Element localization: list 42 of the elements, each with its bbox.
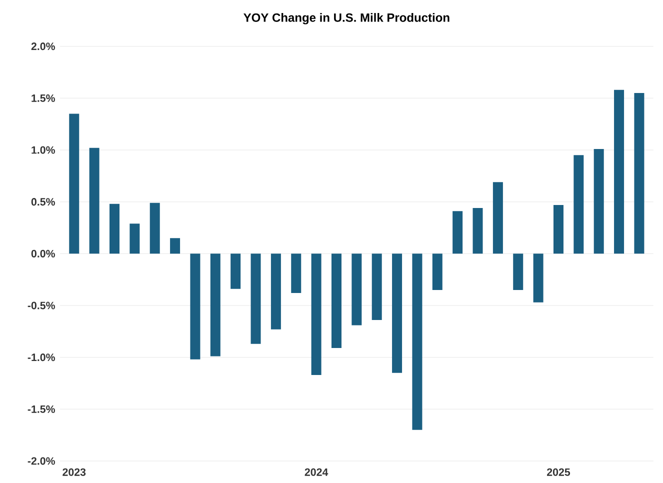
bar xyxy=(230,254,241,289)
y-tick-label: 2.0% xyxy=(31,42,56,50)
bar xyxy=(352,254,362,326)
bar xyxy=(533,254,544,302)
bar xyxy=(472,208,483,254)
y-tick-label: 0.0% xyxy=(31,250,56,258)
bar xyxy=(634,92,644,254)
x-tick-label: 2024 xyxy=(304,468,328,476)
y-tick-label: -0.5% xyxy=(28,302,56,310)
bar xyxy=(513,254,524,290)
bar xyxy=(89,148,100,254)
y-tick-label: -2.0% xyxy=(28,457,56,465)
chart-title: YOY Change in U.S. Milk Production xyxy=(244,13,450,24)
bar xyxy=(594,148,604,254)
bar xyxy=(109,204,120,254)
x-tick-label: 2023 xyxy=(62,468,86,476)
bar xyxy=(190,254,200,360)
y-tick-label: -1.5% xyxy=(28,405,56,413)
bar xyxy=(170,238,180,254)
bar xyxy=(574,155,584,254)
bar xyxy=(69,114,80,254)
y-tick-label: 1.5% xyxy=(32,94,56,102)
y-tick-label: 0.5% xyxy=(31,198,56,206)
y-tick-label: -1.0% xyxy=(28,354,56,362)
bar xyxy=(130,224,140,254)
bar xyxy=(311,254,322,375)
bar xyxy=(331,254,342,348)
bar xyxy=(210,254,220,356)
bar xyxy=(392,254,402,373)
y-tick-label: 1.0% xyxy=(32,146,56,154)
bar xyxy=(291,254,302,294)
bar xyxy=(150,202,160,254)
bar xyxy=(614,90,624,254)
bar xyxy=(372,254,382,320)
bar xyxy=(270,254,281,330)
bar xyxy=(250,254,261,344)
bar xyxy=(492,182,503,254)
x-tick-label: 2025 xyxy=(546,468,570,476)
bar xyxy=(412,254,422,430)
bar xyxy=(553,204,564,254)
bar xyxy=(452,211,463,254)
bar xyxy=(432,254,442,290)
